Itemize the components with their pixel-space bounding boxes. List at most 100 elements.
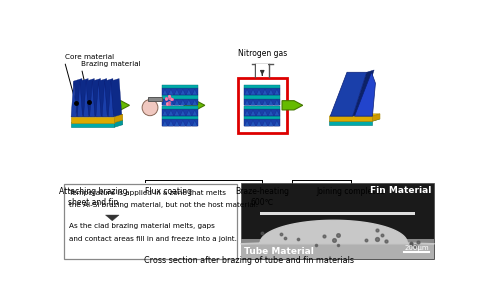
Polygon shape (180, 110, 186, 116)
Polygon shape (111, 79, 122, 117)
Polygon shape (108, 81, 114, 117)
Polygon shape (174, 120, 179, 126)
Polygon shape (250, 100, 256, 105)
Polygon shape (192, 110, 197, 116)
Polygon shape (274, 89, 279, 95)
Polygon shape (86, 79, 97, 117)
Text: and contact areas fill in and freeze into a joint.: and contact areas fill in and freeze int… (69, 236, 237, 242)
FancyBboxPatch shape (162, 119, 198, 126)
Text: Nitrogen gas: Nitrogen gas (238, 50, 287, 58)
Polygon shape (180, 100, 186, 105)
Polygon shape (268, 89, 274, 95)
FancyBboxPatch shape (238, 78, 287, 133)
FancyBboxPatch shape (329, 116, 372, 121)
Polygon shape (114, 120, 122, 127)
Polygon shape (184, 101, 205, 110)
Polygon shape (244, 100, 250, 105)
Polygon shape (168, 120, 174, 126)
Polygon shape (104, 79, 116, 117)
Polygon shape (180, 89, 186, 95)
Polygon shape (372, 114, 380, 121)
Polygon shape (168, 89, 174, 95)
Text: Tube Material: Tube Material (244, 247, 313, 256)
FancyBboxPatch shape (241, 183, 434, 259)
Polygon shape (192, 120, 197, 126)
FancyBboxPatch shape (162, 106, 198, 109)
Polygon shape (71, 81, 76, 117)
Text: Fin Material: Fin Material (370, 186, 432, 195)
Polygon shape (162, 100, 168, 105)
FancyBboxPatch shape (162, 88, 198, 95)
FancyBboxPatch shape (241, 239, 434, 244)
Polygon shape (186, 89, 191, 95)
FancyBboxPatch shape (244, 119, 280, 126)
Polygon shape (105, 215, 119, 221)
Polygon shape (162, 120, 168, 126)
Polygon shape (256, 110, 261, 116)
Polygon shape (268, 110, 274, 116)
Polygon shape (162, 89, 168, 95)
Polygon shape (84, 81, 89, 117)
Polygon shape (92, 79, 103, 117)
Polygon shape (262, 100, 268, 105)
Text: Cross section after brazing of tube and fin materials: Cross section after brazing of tube and … (144, 256, 354, 265)
Text: Flux coating: Flux coating (145, 187, 191, 196)
Polygon shape (77, 81, 83, 117)
Polygon shape (241, 220, 434, 244)
FancyBboxPatch shape (162, 95, 198, 98)
Polygon shape (250, 110, 256, 116)
Polygon shape (71, 120, 122, 123)
Text: As the clad brazing material melts, gaps: As the clad brazing material melts, gaps (69, 223, 215, 229)
Polygon shape (250, 120, 256, 126)
Polygon shape (330, 72, 366, 116)
Polygon shape (168, 110, 174, 116)
Polygon shape (256, 89, 261, 95)
Polygon shape (102, 81, 107, 117)
Ellipse shape (142, 100, 158, 116)
FancyBboxPatch shape (244, 116, 280, 119)
Polygon shape (244, 120, 250, 126)
Polygon shape (354, 72, 376, 116)
Text: 200μm: 200μm (404, 244, 429, 250)
FancyBboxPatch shape (244, 106, 280, 109)
Polygon shape (274, 100, 279, 105)
Polygon shape (186, 110, 191, 116)
FancyBboxPatch shape (71, 117, 114, 123)
Text: Joining completed: Joining completed (316, 187, 385, 196)
Polygon shape (90, 81, 95, 117)
Polygon shape (244, 110, 250, 116)
Polygon shape (168, 100, 174, 105)
Polygon shape (109, 101, 129, 110)
FancyBboxPatch shape (162, 98, 198, 105)
Polygon shape (256, 120, 261, 126)
FancyBboxPatch shape (241, 244, 434, 259)
Polygon shape (329, 119, 380, 121)
FancyBboxPatch shape (244, 98, 280, 105)
Polygon shape (262, 110, 268, 116)
Polygon shape (174, 110, 179, 116)
Polygon shape (262, 120, 268, 126)
FancyBboxPatch shape (162, 109, 198, 116)
FancyBboxPatch shape (256, 64, 268, 77)
Polygon shape (186, 120, 191, 126)
Polygon shape (192, 89, 197, 95)
Text: Braze-heating
600℃: Braze-heating 600℃ (235, 187, 289, 207)
FancyBboxPatch shape (244, 95, 280, 98)
Polygon shape (114, 114, 122, 123)
Polygon shape (174, 89, 179, 95)
Polygon shape (274, 110, 279, 116)
Polygon shape (244, 89, 250, 95)
Polygon shape (71, 114, 122, 117)
Polygon shape (162, 110, 168, 116)
Polygon shape (74, 79, 85, 117)
FancyBboxPatch shape (329, 121, 372, 125)
FancyBboxPatch shape (244, 88, 280, 95)
Polygon shape (80, 79, 91, 117)
Polygon shape (180, 120, 186, 126)
Text: the Al-Si brazing material, but not the host material.: the Al-Si brazing material, but not the … (69, 202, 258, 208)
FancyBboxPatch shape (148, 97, 162, 101)
FancyBboxPatch shape (71, 123, 114, 127)
Polygon shape (274, 120, 279, 126)
Polygon shape (174, 100, 179, 105)
FancyBboxPatch shape (244, 85, 280, 88)
